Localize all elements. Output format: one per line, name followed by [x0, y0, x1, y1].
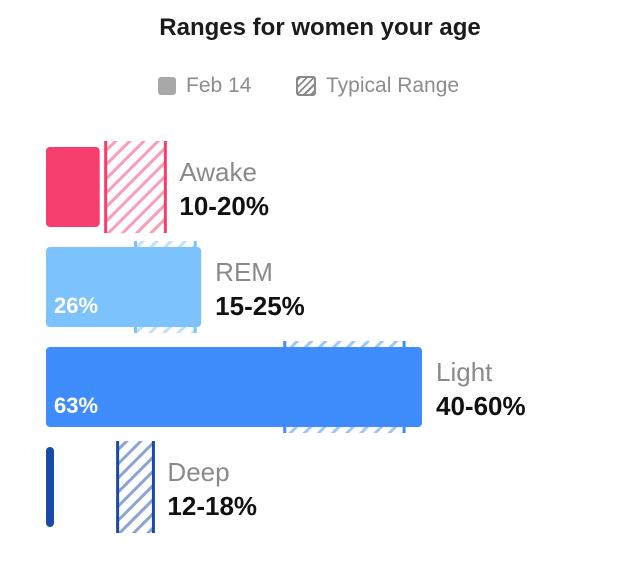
- range-label-awake: 10-20%: [179, 191, 269, 221]
- range-hatch-deep: [117, 441, 154, 533]
- legend-label-typical-range: Typical Range: [326, 74, 460, 97]
- bar-awake: [46, 147, 100, 227]
- category-label-awake: Awake: [179, 157, 257, 187]
- legend: Feb 14 Typical Range: [0, 74, 640, 102]
- range-label-rem: 15-25%: [215, 291, 305, 321]
- range-hatch-light: [284, 341, 405, 433]
- value-label-rem: 26%: [54, 293, 98, 318]
- legend-label-feb14: Feb 14: [186, 74, 252, 97]
- range-label-light: 40-60%: [436, 391, 526, 421]
- range-hatch-rem: [135, 241, 196, 333]
- range-label-deep: 12-18%: [167, 491, 257, 521]
- bar-deep: [46, 447, 54, 527]
- value-label-light: 63%: [54, 393, 98, 418]
- legend-item-feb14: Feb 14: [158, 74, 251, 98]
- chart-title: Ranges for women your age: [159, 14, 481, 41]
- category-label-light: Light: [436, 357, 493, 387]
- legend-item-typical-range: Typical Range: [296, 74, 459, 98]
- legend-solid-swatch: [158, 77, 176, 95]
- category-label-rem: REM: [215, 257, 273, 287]
- legend-hatch-swatch: [296, 76, 316, 96]
- range-hatch-awake: [105, 141, 166, 233]
- category-label-deep: Deep: [167, 457, 229, 487]
